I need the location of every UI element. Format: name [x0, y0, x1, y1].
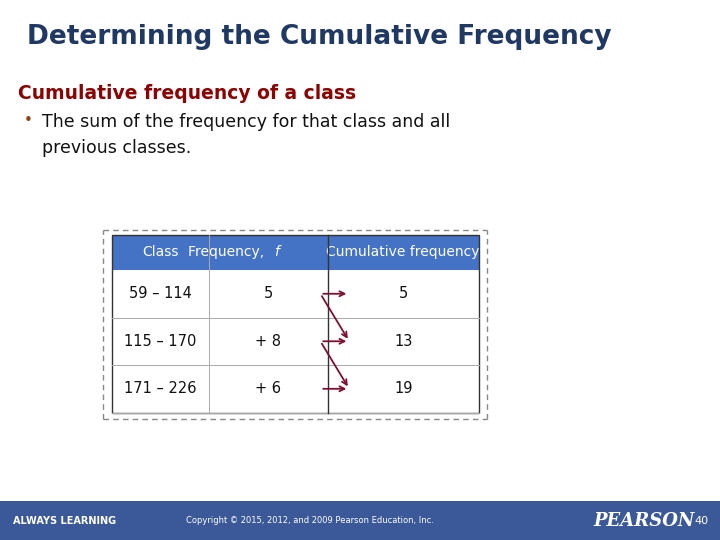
Text: 13: 13 — [394, 334, 413, 349]
Text: 171 – 226: 171 – 226 — [124, 381, 197, 396]
Text: Cumulative frequency: Cumulative frequency — [326, 246, 480, 259]
Bar — [0, 501, 720, 540]
Text: Class: Class — [142, 246, 179, 259]
Bar — [112, 365, 479, 413]
Bar — [112, 270, 479, 318]
Bar — [112, 235, 479, 413]
Text: f: f — [274, 246, 279, 259]
Text: •: • — [24, 113, 32, 129]
Text: + 6: + 6 — [255, 381, 282, 396]
Text: + 8: + 8 — [255, 334, 282, 349]
Text: 5: 5 — [399, 286, 408, 301]
Bar — [112, 235, 479, 270]
Text: 5: 5 — [264, 286, 273, 301]
Text: 19: 19 — [394, 381, 413, 396]
Text: The sum of the frequency for that class and all
previous classes.: The sum of the frequency for that class … — [42, 113, 450, 157]
Text: PEARSON: PEARSON — [594, 511, 695, 530]
Text: Determining the Cumulative Frequency: Determining the Cumulative Frequency — [27, 24, 612, 50]
Text: Frequency,: Frequency, — [188, 246, 269, 259]
Text: Cumulative frequency of a class: Cumulative frequency of a class — [18, 84, 356, 103]
Bar — [112, 318, 479, 365]
Text: 59 – 114: 59 – 114 — [129, 286, 192, 301]
Text: ALWAYS LEARNING: ALWAYS LEARNING — [13, 516, 116, 525]
Text: 40: 40 — [694, 516, 708, 525]
Text: Copyright © 2015, 2012, and 2009 Pearson Education, Inc.: Copyright © 2015, 2012, and 2009 Pearson… — [186, 516, 433, 525]
Text: 115 – 170: 115 – 170 — [124, 334, 197, 349]
